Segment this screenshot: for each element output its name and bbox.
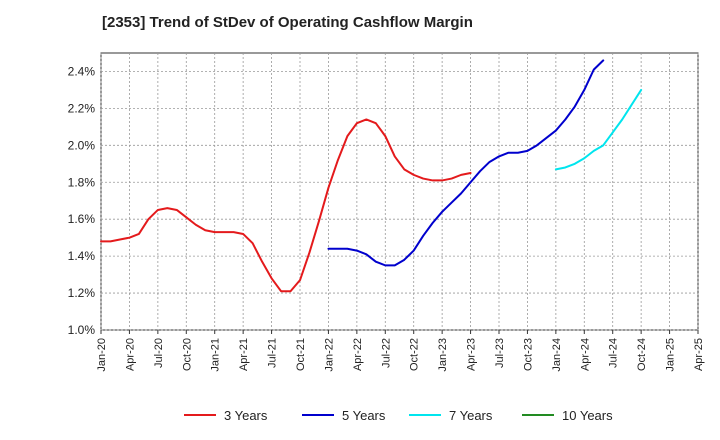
series-line-7-years bbox=[554, 88, 643, 171]
x-tick-label: Apr-22 bbox=[352, 338, 364, 371]
legend-label: 3 Years bbox=[224, 408, 268, 423]
x-tick-label: Jan-20 bbox=[96, 338, 108, 372]
chart-title: [2353] Trend of StDev of Operating Cashf… bbox=[102, 14, 473, 31]
x-tick-label: Jul-23 bbox=[494, 338, 506, 368]
x-tick-label: Apr-21 bbox=[238, 338, 250, 371]
series-line-5-years bbox=[327, 59, 605, 267]
series-line-3-years bbox=[100, 118, 472, 293]
x-tick-label: Jul-22 bbox=[380, 338, 392, 368]
x-tick-label: Jul-20 bbox=[153, 338, 165, 368]
x-tick-label: Jan-21 bbox=[210, 338, 222, 372]
y-tick-label: 2.4% bbox=[68, 64, 96, 78]
x-tick-label: Apr-25 bbox=[693, 338, 705, 371]
x-tick-label: Oct-20 bbox=[181, 338, 193, 371]
x-tick-label: Oct-22 bbox=[409, 338, 421, 371]
x-axis-ticks: Jan-20 Apr-20 Jul-20 Oct-20 Jan-21 Apr-21 Jul-… bbox=[96, 330, 705, 372]
y-tick-label: 2.2% bbox=[68, 101, 96, 115]
series-lines bbox=[100, 59, 643, 293]
y-axis-ticks: 1.0% 1.2% 1.4% 1.6% 1.8% 2.0% 2.2% 2.4% bbox=[68, 64, 96, 337]
y-tick-label: 1.8% bbox=[68, 175, 96, 189]
legend: 3 Years 5 Years 7 Years 10 Years bbox=[184, 408, 613, 423]
x-tick-label: Apr-24 bbox=[579, 338, 591, 371]
plot-area bbox=[100, 52, 699, 331]
x-tick-label: Jul-21 bbox=[267, 338, 279, 368]
x-tick-label: Oct-24 bbox=[636, 338, 648, 371]
x-tick-label: Oct-21 bbox=[295, 338, 307, 371]
y-tick-label: 2.0% bbox=[68, 138, 96, 152]
legend-label: 5 Years bbox=[342, 408, 386, 423]
y-tick-label: 1.4% bbox=[68, 249, 96, 263]
x-tick-label: Apr-20 bbox=[124, 338, 136, 371]
x-tick-label: Jan-24 bbox=[551, 338, 563, 372]
y-tick-label: 1.0% bbox=[68, 323, 96, 337]
x-tick-label: Oct-23 bbox=[522, 338, 534, 371]
x-tick-label: Jul-24 bbox=[608, 338, 620, 368]
legend-label: 7 Years bbox=[449, 408, 493, 423]
x-tick-label: Jan-25 bbox=[665, 338, 677, 372]
y-tick-label: 1.6% bbox=[68, 212, 96, 226]
grid-layer bbox=[100, 52, 699, 331]
x-tick-label: Apr-23 bbox=[466, 338, 478, 371]
legend-label: 10 Years bbox=[562, 408, 613, 423]
y-tick-label: 1.2% bbox=[68, 286, 96, 300]
x-tick-label: Jan-23 bbox=[437, 338, 449, 372]
x-tick-label: Jan-22 bbox=[323, 338, 335, 372]
